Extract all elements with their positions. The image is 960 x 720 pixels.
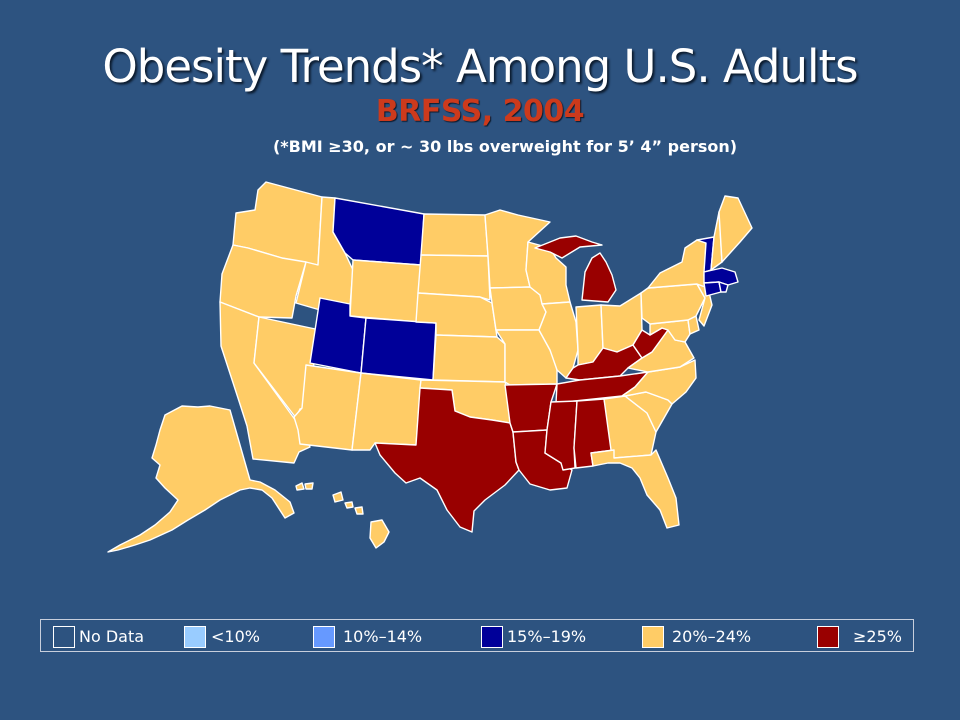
legend-label-20to24: 20%–24% <box>672 627 752 646</box>
state-ri <box>718 281 729 293</box>
legend: No Data <10% 10%–14% 15%–19% 20%–24% ≥25… <box>40 619 914 652</box>
legend-swatch-no-data <box>53 626 75 648</box>
bmi-footnote: (*BMI ≥30, or ~ 30 lbs overweight for 5’… <box>272 137 738 156</box>
legend-label-10to14: 10%–14% <box>343 627 423 646</box>
legend-label-no-data: No Data <box>79 627 145 646</box>
state-co <box>360 317 437 381</box>
legend-swatch-lt10 <box>184 626 206 648</box>
state-nd <box>420 213 489 257</box>
state-ct <box>703 281 722 297</box>
legend-swatch-20to24 <box>642 626 664 648</box>
legend-label-15to19: 15%–19% <box>507 627 587 646</box>
state-or <box>219 244 307 319</box>
state-nm <box>351 372 422 451</box>
legend-label-ge25: ≥25% <box>853 627 902 646</box>
state-tx <box>374 387 520 533</box>
state-mi <box>534 235 617 303</box>
state-ak <box>107 405 295 553</box>
state-ks <box>432 334 506 383</box>
legend-swatch-ge25 <box>817 626 839 648</box>
page-title: Obesity Trends* Among U.S. Adults <box>102 40 858 93</box>
legend-label-lt10: <10% <box>211 627 260 646</box>
legend-swatch-15to19 <box>481 626 503 648</box>
state-fl <box>590 449 680 529</box>
state-sd <box>417 254 491 301</box>
state-hi <box>295 482 390 549</box>
page-subtitle: BRFSS, 2004 <box>375 94 585 129</box>
state-wy <box>349 259 422 323</box>
state-mt <box>332 197 425 266</box>
legend-swatch-10to14 <box>313 626 335 648</box>
state-me <box>718 195 753 263</box>
state-ny <box>647 239 709 289</box>
